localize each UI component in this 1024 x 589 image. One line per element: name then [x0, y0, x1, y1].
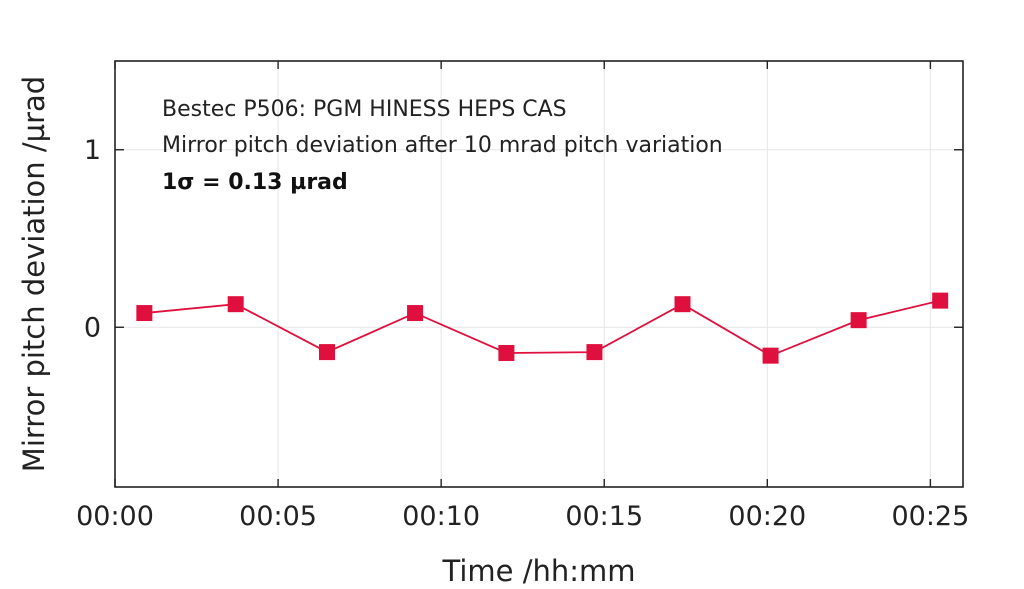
data-point	[227, 296, 244, 313]
x-tick-label: 00:00	[76, 501, 154, 532]
data-point	[762, 347, 779, 364]
x-tick-label: 00:05	[239, 501, 317, 532]
y-tick-label: 0	[84, 312, 101, 343]
data-point	[407, 305, 424, 322]
data-point	[136, 305, 153, 322]
y-tick-label: 1	[84, 135, 101, 166]
y-axis-title: Mirror pitch deviation /µrad	[17, 76, 51, 472]
series	[136, 292, 949, 364]
axis-ticks: 00:00 00:05 00:10 00:15 00:20 00:25 0 1	[76, 61, 969, 532]
x-tick-label: 00:10	[402, 501, 480, 532]
annotation-sigma: 1σ = 0.13 µrad	[162, 170, 348, 195]
data-point	[319, 344, 335, 361]
data-point	[932, 292, 949, 309]
data-point	[586, 344, 603, 361]
x-axis-title: Time /hh:mm	[442, 554, 636, 588]
annotation-line-2: Mirror pitch deviation after 10 mrad pit…	[162, 133, 723, 158]
annotations: Bestec P506: PGM HINESS HEPS CAS Mirror …	[162, 97, 723, 195]
annotation-line-1: Bestec P506: PGM HINESS HEPS CAS	[162, 97, 567, 122]
x-tick-label: 00:15	[565, 501, 643, 532]
data-point	[498, 344, 515, 361]
plot-frame	[114, 60, 964, 488]
data-point	[674, 296, 691, 313]
x-tick-label: 00:25	[891, 501, 969, 532]
x-tick-label: 00:20	[728, 501, 806, 532]
grid	[114, 61, 963, 487]
series-line	[144, 299, 941, 357]
data-point	[850, 312, 867, 329]
